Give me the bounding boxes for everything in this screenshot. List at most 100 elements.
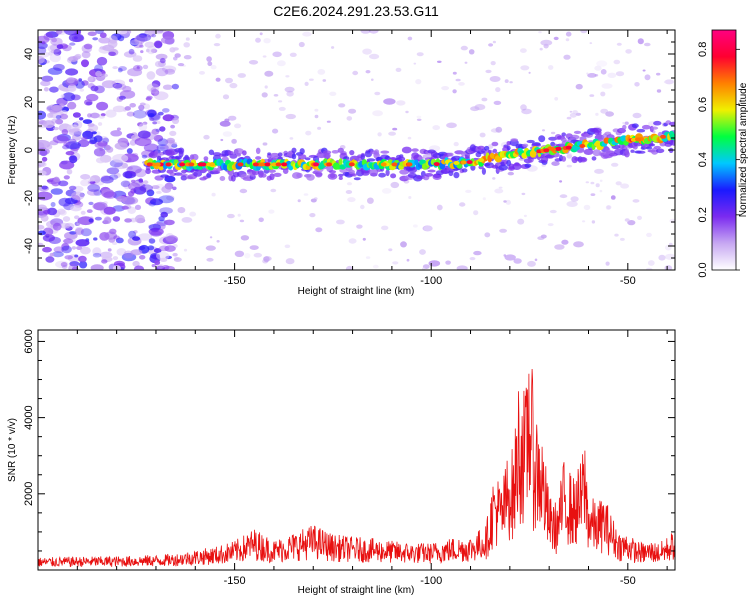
top-xtick-label: -100 [420,275,442,287]
signal-peak [406,162,413,167]
signal-peak [555,146,562,151]
spectrogram-noise [587,73,597,78]
spectrogram-noise [575,112,581,116]
spectrogram-noise [110,130,123,137]
spectrogram-noise [554,97,559,101]
signal-peak [380,162,387,167]
top-ytick-label: -40 [23,238,35,254]
spectrogram-noise [169,47,176,53]
signal-halo [648,143,656,147]
spectrogram-noise [174,53,181,58]
spectrogram-noise [159,57,166,64]
spectrogram-noise [50,202,56,207]
spectrogram-noise [216,240,220,243]
spectrogram-noise [507,171,514,176]
spectrogram-noise [240,235,250,241]
spectrogram-noise [38,164,42,168]
spectrogram-noise [317,126,322,130]
spectrogram-noise [566,154,573,159]
spectrogram-noise [154,41,163,49]
spectrogram-noise [164,245,176,252]
spectrogram-noise [115,237,124,244]
spectrogram-noise [517,218,525,225]
spectrogram-noise [347,197,356,203]
signal-halo [583,148,594,155]
signal-halo [219,176,226,181]
spectrogram-noise [158,195,175,204]
signal-peak [237,162,244,167]
spectrogram-noise [46,179,54,183]
spectrogram-noise [40,214,49,222]
spectrogram-noise [159,207,173,215]
top-yaxis-title: Frequency (Hz) [7,116,18,185]
spectrogram-noise [71,246,77,250]
spectrogram-noise [63,175,70,180]
spectrogram-noise [41,156,48,162]
bottom-xaxis-title: Height of straight line (km) [298,585,415,596]
spectrogram-noise [129,103,136,108]
spectrogram-noise [128,182,141,191]
signal-halo [179,173,188,177]
spectrogram-noise [49,53,61,63]
spectrogram-noise [362,48,372,55]
spectrogram-noise [599,179,603,182]
spectrogram-noise [237,73,246,78]
spectrogram-noise [85,101,93,106]
spectrogram-noise [41,41,46,45]
spectrogram-noise [348,238,357,244]
signal-halo [255,147,261,154]
spectrogram-noise [88,201,94,206]
spectrogram-noise [134,137,152,147]
spectrogram-noise [595,183,600,188]
signal-halo [561,132,566,137]
spectrogram-noise [142,64,149,70]
spectrogram-noise [134,34,148,43]
spectrogram-noise [138,123,148,132]
spectrogram-noise [513,258,522,264]
spectrogram-noise [46,104,63,113]
spectrogram-noise [392,261,399,265]
signal-halo [160,174,170,178]
spectrogram-noise [98,122,103,126]
spectrogram-noise [141,154,148,159]
spectrogram-noise [479,132,486,138]
spectrogram-noise [395,67,402,72]
spectrogram-noise [67,101,77,110]
spectrogram-noise [481,97,488,102]
spectrogram-noise [605,111,614,117]
spectrogram-noise [156,263,165,269]
spectrogram-noise [345,265,354,270]
spectrogram-noise [159,126,166,132]
spectrogram-noise [69,155,78,164]
signal-halo [296,172,303,179]
spectrogram-noise [111,33,122,41]
spectrogram-noise [91,131,97,135]
spectrogram-noise [148,238,156,244]
snr-series-line [38,368,675,568]
signal-peak [326,162,333,167]
signal-halo [420,170,426,177]
signal-halo [655,148,665,154]
signal-halo [538,135,546,143]
spectrogram-noise [121,162,128,169]
top-ytick-label: -20 [23,190,35,206]
spectrogram-noise [92,247,102,256]
spectrogram-noise [90,85,99,92]
signal-halo [348,169,356,175]
spectrogram-noise [624,121,629,125]
spectrogram-noise [304,81,309,86]
signal-halo [591,156,597,161]
spectrogram-noise [559,180,563,183]
signal-halo [315,171,323,178]
spectrogram-noise [102,44,115,52]
spectrogram-noise [139,254,146,260]
spectrogram-noise [620,237,625,241]
bottom-ytick-label: 4000 [23,405,35,429]
bottom-xtick-label: -50 [620,575,636,587]
spectrogram-noise [171,83,179,90]
signal-peak [146,162,153,167]
signal-halo [327,173,338,180]
spectrogram-noise [244,253,251,259]
spectrogram-noise [278,106,286,111]
spectrogram-noise [407,36,413,41]
